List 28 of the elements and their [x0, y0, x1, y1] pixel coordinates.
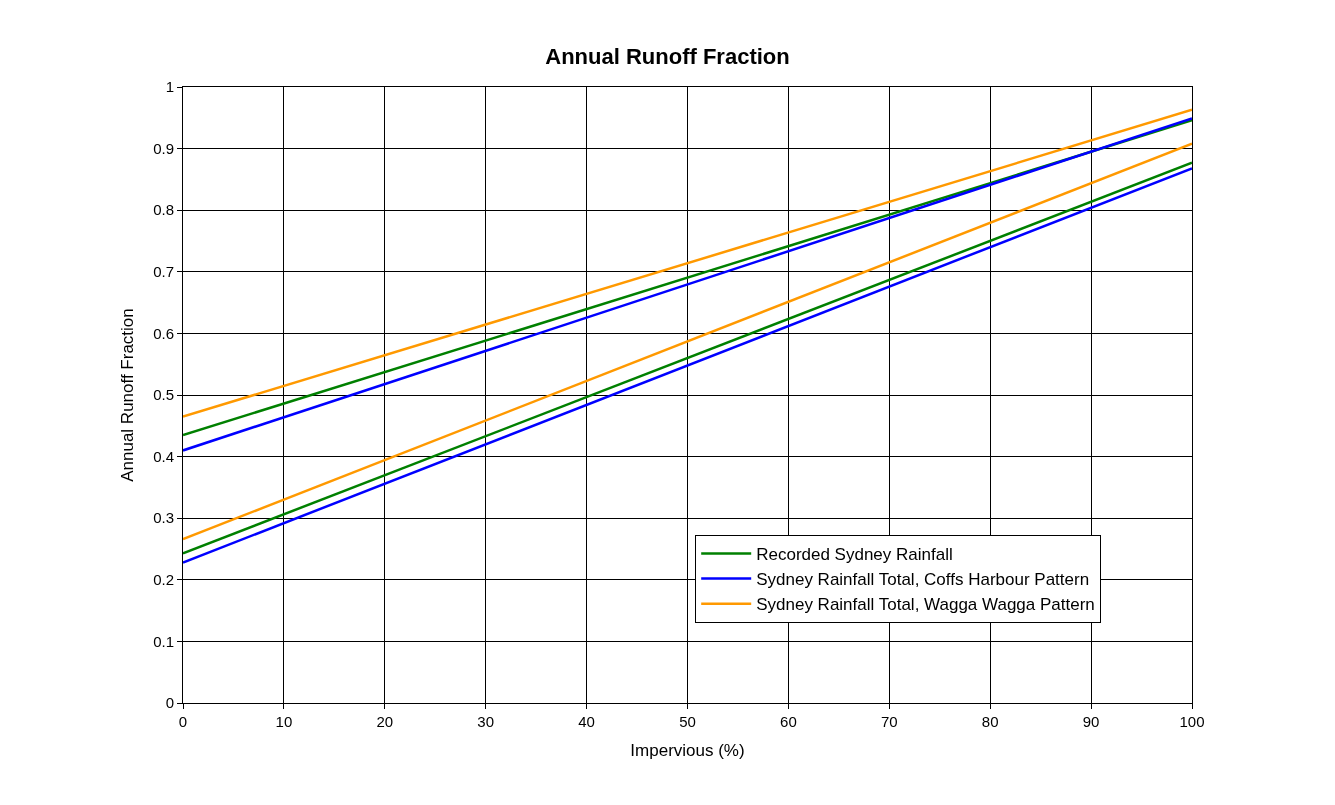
y-tick-label: 0.3 — [153, 509, 174, 527]
x-tick-label: 70 — [880, 713, 898, 730]
x-tick-label: 80 — [981, 713, 999, 730]
y-axis-title: Annual Runoff Fraction — [117, 308, 137, 482]
y-tick-label: 1 — [165, 78, 174, 96]
chart-title: Annual Runoff Fraction — [545, 43, 790, 69]
y-tick-label: 0.8 — [153, 201, 174, 219]
y-tick-label: 0.2 — [153, 571, 174, 589]
y-tick-label: 0.4 — [153, 447, 174, 465]
x-tick-label: 90 — [1082, 713, 1100, 730]
y-tick-label: 0 — [165, 694, 174, 712]
x-tick-label: 30 — [477, 713, 495, 730]
x-tick-label: 50 — [679, 713, 696, 730]
x-tick-label: 40 — [578, 713, 595, 730]
legend-label: Sydney Rainfall Total, Coffs Harbour Pattern — [756, 570, 1090, 590]
y-tick-label: 0.7 — [153, 263, 174, 281]
legend-label: Recorded Sydney Rainfall — [756, 545, 953, 565]
x-tick-label: 0 — [178, 713, 188, 730]
x-tick-label: 60 — [780, 713, 797, 730]
y-tick-label: 0.6 — [153, 324, 174, 342]
x-tick-label: 10 — [275, 713, 293, 730]
x-tick-label: 20 — [376, 713, 394, 730]
y-tick-label: 0.5 — [153, 386, 174, 404]
legend-label: Sydney Rainfall Total, Wagga Wagga Pattern — [756, 595, 1095, 615]
x-tick-label: 100 — [1179, 713, 1205, 730]
x-axis-title: Impervious (%) — [630, 741, 745, 761]
y-tick-label: 0.9 — [153, 139, 174, 157]
y-tick-label: 0.1 — [153, 632, 174, 650]
